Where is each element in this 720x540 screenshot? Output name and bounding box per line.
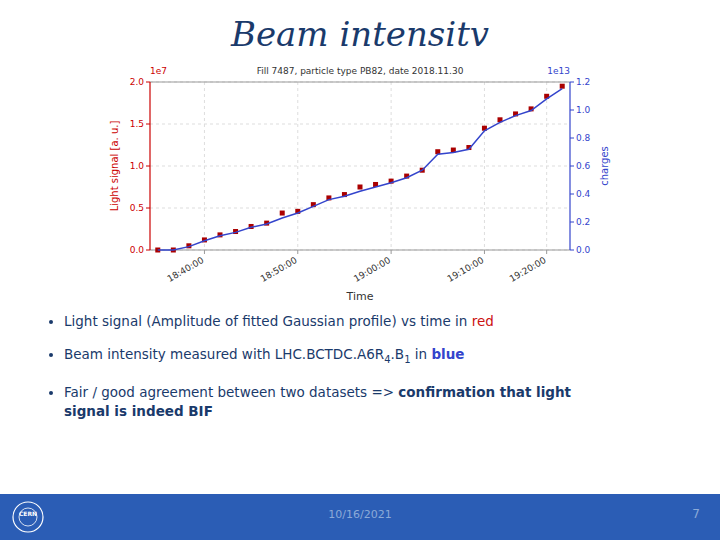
bullet-text: Fair / good agreement between two datase… <box>64 384 398 400</box>
tick-label: 19:10:00 <box>445 255 485 284</box>
grid <box>150 82 570 250</box>
bullet-text: red <box>472 313 494 329</box>
grid-line <box>297 82 298 250</box>
tick <box>484 250 485 254</box>
grid-line <box>391 82 392 250</box>
grid-line <box>150 82 570 83</box>
bullet-text: 4 <box>384 354 390 365</box>
tick-label: 1.0 <box>130 161 145 171</box>
tick-label: 1.0 <box>576 105 591 115</box>
bullet-text: in <box>411 346 432 362</box>
tick-label: 18:50:00 <box>259 255 299 284</box>
logo: CERN <box>8 497 48 537</box>
bullet-text: blue <box>431 346 464 362</box>
tick-label: 1.5 <box>130 119 144 129</box>
tick <box>146 208 150 209</box>
tick <box>570 82 574 83</box>
title: Beam intensitv <box>230 14 489 54</box>
grid-line <box>204 82 205 250</box>
y-label: Light signal [a. u.] <box>109 121 120 212</box>
bullet: Light signal (Amplitude of fitted Gaussi… <box>64 312 714 331</box>
bullet-text: Beam intensity measured with LHC.BCTDC.A… <box>64 346 384 362</box>
grid-line <box>150 250 570 251</box>
tick-label: 0.0 <box>576 245 591 255</box>
chart: Beam intensitv Fill 7487, particle type P… <box>0 0 720 306</box>
grid-line <box>150 208 570 209</box>
bullet: Beam intensity measured with LHC.BCTDC.A… <box>64 345 714 369</box>
grid-line <box>150 166 570 167</box>
grid-line <box>546 82 547 250</box>
point <box>560 84 565 89</box>
tick <box>297 250 298 254</box>
tick <box>146 82 150 83</box>
bullet: Fair / good agreement between two datase… <box>64 383 714 421</box>
logo-ring <box>19 508 37 526</box>
marks <box>155 84 564 253</box>
tick <box>570 194 574 195</box>
bullet-text: 1 <box>404 354 410 365</box>
point <box>358 185 363 190</box>
bullet-text: signal is indeed BIF <box>64 403 213 419</box>
tick <box>546 250 547 254</box>
scale-label: 1e13 <box>547 66 570 76</box>
tick-label: 0.4 <box>576 189 591 199</box>
footer: CERN10/16/20217 <box>0 494 720 540</box>
tick <box>570 138 574 139</box>
grid-line <box>484 82 485 250</box>
bullet-list: Light signal (Amplitude of fitted Gaussi… <box>40 312 714 435</box>
scale-label: 1e7 <box>150 66 167 76</box>
bullet-text: .B <box>391 346 405 362</box>
tick <box>204 250 205 254</box>
tick <box>570 166 574 167</box>
footer-date: 10/16/2021 <box>0 508 720 521</box>
line <box>158 89 562 250</box>
grid-line <box>150 124 570 125</box>
tick <box>146 124 150 125</box>
tick-label: 0.8 <box>576 133 591 143</box>
x-label: Time <box>346 290 374 303</box>
page-number: 7 <box>692 507 700 521</box>
frame <box>150 82 570 83</box>
tick-label: 2.0 <box>130 77 145 87</box>
chart-title: Fill 7487, particle type PB82, date 2018… <box>257 66 464 76</box>
bullet-text: confirmation that light <box>398 384 571 400</box>
tick <box>146 250 150 251</box>
tick <box>391 250 392 254</box>
tick <box>146 166 150 167</box>
tick-label: 19:20:00 <box>508 255 548 284</box>
tick-label: 0.2 <box>576 217 590 227</box>
bullet-text: Light signal (Amplitude of fitted Gaussi… <box>64 313 472 329</box>
tick-label: 0.0 <box>130 245 145 255</box>
logo-ring <box>13 502 43 532</box>
tick <box>570 222 574 223</box>
tick <box>570 250 574 251</box>
tick-label: 0.6 <box>576 161 591 171</box>
tick-label: 18:40:00 <box>165 255 205 284</box>
tick-label: 0.5 <box>130 203 144 213</box>
tick <box>570 110 574 111</box>
logo-text: CERN <box>19 510 37 517</box>
point <box>280 211 285 216</box>
tick-label: 1.2 <box>576 77 590 87</box>
y2-label: charges <box>599 146 610 186</box>
x-axis <box>150 250 570 251</box>
tick-label: 19:00:00 <box>352 255 392 284</box>
